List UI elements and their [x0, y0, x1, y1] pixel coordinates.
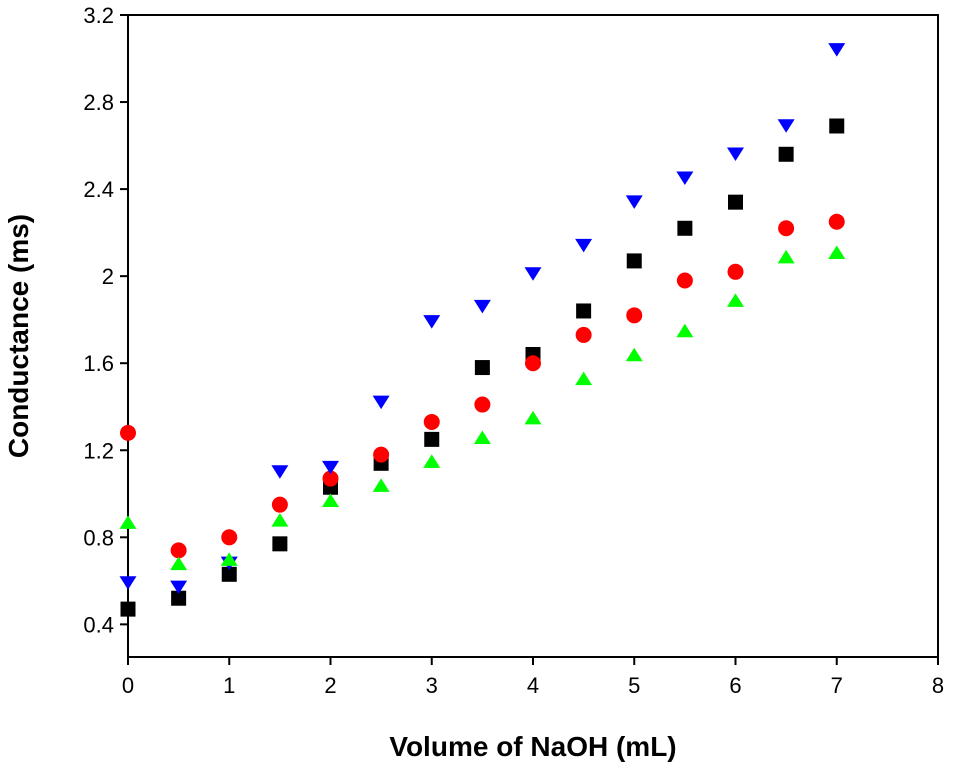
data-point-square — [829, 118, 845, 134]
data-point-square — [120, 601, 136, 617]
data-point-square — [677, 220, 693, 236]
series-triangle-up — [119, 245, 846, 571]
data-point-triangle-down — [727, 147, 744, 162]
y-tick-label: 2 — [102, 264, 114, 289]
data-point-triangle-up — [423, 454, 441, 468]
data-point-circle — [778, 220, 795, 237]
data-point-triangle-down — [372, 395, 390, 410]
data-point-triangle-down — [676, 171, 694, 185]
y-tick-label: 2.4 — [83, 177, 114, 202]
data-point-triangle-up — [575, 371, 593, 386]
data-point-triangle-up — [220, 552, 238, 566]
data-point-square — [626, 253, 642, 269]
x-tick-label: 5 — [628, 673, 640, 698]
data-point-circle — [221, 529, 238, 546]
data-point-square — [474, 360, 490, 376]
data-point-triangle-up — [625, 347, 643, 362]
data-point-square — [272, 536, 288, 552]
data-point-circle — [626, 307, 643, 324]
x-axis: 0 1 2 3 4 5 6 7 8 — [122, 657, 944, 698]
series-circle — [120, 213, 845, 559]
data-point-triangle-up — [119, 515, 137, 529]
data-point-triangle-down — [777, 119, 795, 133]
data-point-triangle-up — [170, 556, 188, 571]
data-point-square — [778, 146, 794, 162]
x-tick-label: 7 — [831, 673, 843, 698]
data-point-triangle-down — [828, 43, 846, 57]
data-point-circle — [271, 496, 288, 513]
data-point-circle — [373, 446, 390, 463]
data-point-square — [221, 566, 237, 582]
data-point-triangle-up — [777, 249, 795, 264]
data-point-square — [576, 303, 592, 319]
data-point-triangle-down — [271, 465, 289, 479]
data-point-square — [728, 194, 743, 210]
data-point-circle — [120, 424, 136, 441]
data-point-circle — [474, 396, 491, 413]
y-axis: 0.4 0.8 1.2 1.6 2 2.4 2.8 3.2 — [83, 3, 128, 637]
data-point-triangle-up — [676, 323, 694, 338]
y-tick-label: 1.2 — [83, 438, 114, 463]
y-axis-title: Conductance (ms) — [3, 214, 34, 458]
data-point-circle — [322, 470, 339, 487]
data-point-circle — [423, 413, 440, 430]
data-point-triangle-down — [423, 315, 441, 329]
x-tick-label: 3 — [426, 673, 438, 698]
x-tick-label: 2 — [324, 673, 336, 698]
plot-frame — [127, 14, 939, 658]
data-point-triangle-down — [170, 580, 188, 595]
data-points — [119, 43, 846, 617]
data-point-triangle-down — [524, 267, 542, 281]
data-point-triangle-up — [524, 410, 542, 425]
data-point-circle — [828, 213, 845, 230]
data-point-circle — [727, 263, 744, 280]
x-tick-label: 1 — [223, 673, 235, 698]
y-tick-label: 0.8 — [83, 525, 114, 550]
data-point-triangle-down — [625, 195, 643, 209]
data-point-triangle-down — [473, 299, 491, 314]
data-point-triangle-down — [119, 576, 137, 590]
data-point-triangle-up — [473, 430, 491, 444]
data-point-triangle-up — [271, 513, 289, 527]
data-point-circle — [170, 542, 187, 559]
data-point-square — [424, 431, 440, 447]
x-tick-label: 0 — [122, 673, 134, 698]
data-point-triangle-up — [372, 478, 390, 492]
y-tick-label: 0.4 — [83, 612, 114, 637]
data-point-circle — [525, 355, 541, 372]
data-point-triangle-up — [727, 293, 744, 307]
y-tick-label: 3.2 — [83, 3, 114, 28]
series-triangle-down — [119, 43, 846, 595]
data-point-triangle-up — [322, 493, 339, 508]
y-tick-label: 1.6 — [83, 351, 114, 376]
data-point-circle — [676, 272, 693, 289]
y-tick-label: 2.8 — [83, 90, 114, 115]
x-axis-title: Volume of NaOH (mL) — [389, 731, 676, 762]
x-tick-label: 4 — [527, 673, 539, 698]
data-point-triangle-down — [322, 460, 339, 475]
data-point-square — [171, 590, 187, 606]
data-point-triangle-up — [828, 245, 846, 259]
x-tick-label: 8 — [932, 673, 944, 698]
data-point-circle — [575, 326, 592, 343]
data-point-triangle-down — [575, 238, 593, 253]
x-tick-label: 6 — [729, 673, 741, 698]
